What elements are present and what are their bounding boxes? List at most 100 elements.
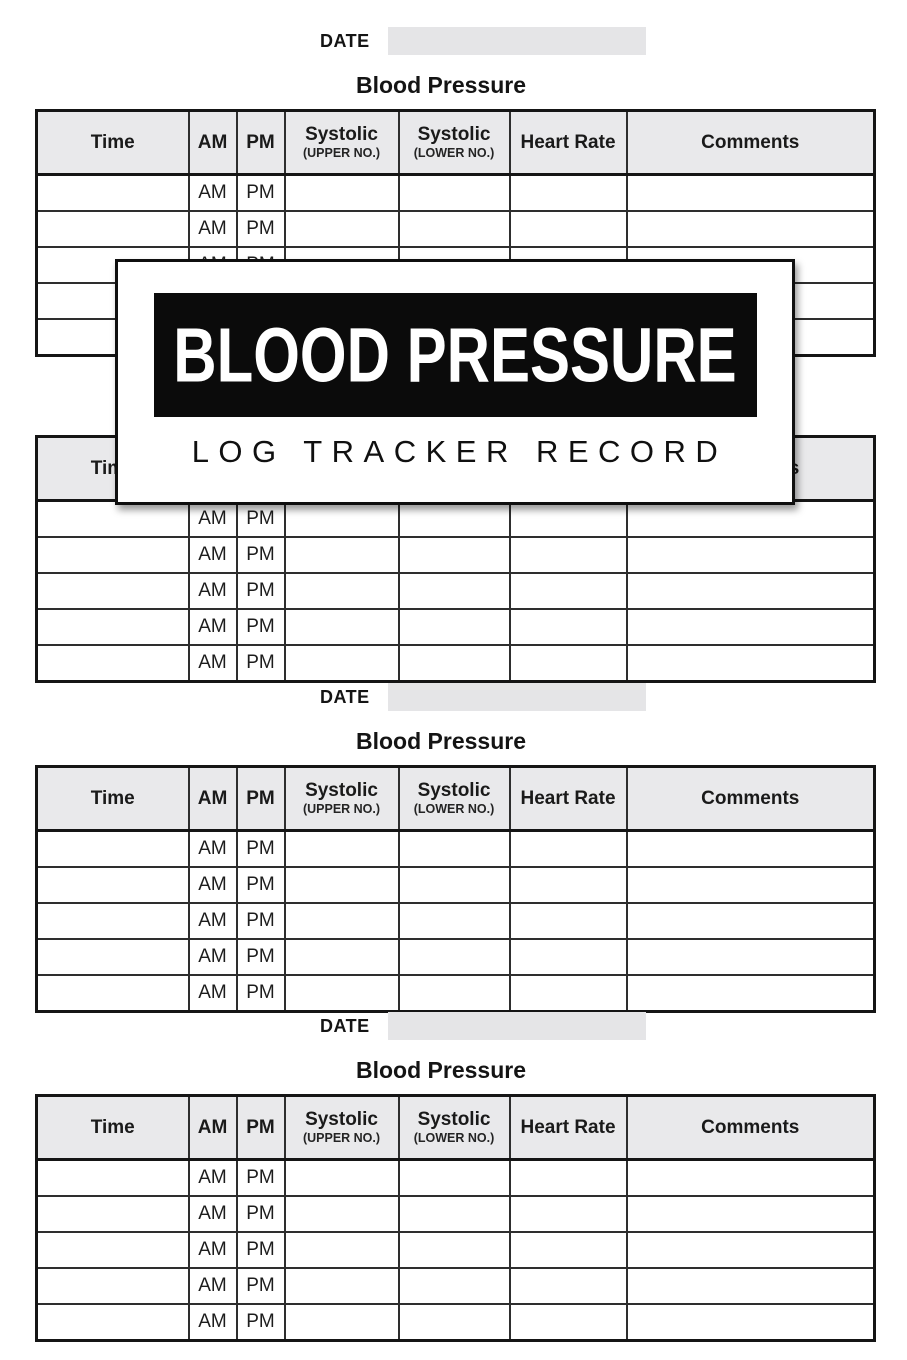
comments-cell (625, 572, 876, 610)
systolic-upper-cell (283, 974, 400, 1013)
comments-cell (625, 829, 876, 868)
table-row: AM PM (35, 866, 876, 904)
heart-rate-cell (508, 866, 628, 904)
date-fill-in-box (387, 683, 646, 711)
header-time: Time (35, 1094, 190, 1161)
heart-rate-cell (508, 829, 628, 868)
heart-rate-cell (508, 902, 628, 940)
table-row: AM PM (35, 210, 876, 248)
pm-cell: PM (235, 829, 286, 868)
time-cell (35, 866, 190, 904)
systolic-upper-cell (283, 536, 400, 574)
date-label: DATE (320, 686, 370, 707)
systolic-upper-cell (283, 173, 400, 212)
log-section-4: DATE Blood Pressure Time AM PM (0, 1012, 907, 1342)
am-cell: AM (187, 499, 238, 538)
comments-cell (625, 902, 876, 940)
comments-cell (625, 644, 876, 683)
heart-rate-cell (508, 1267, 628, 1305)
header-comments: Comments (625, 765, 876, 832)
pm-cell: PM (235, 1195, 286, 1233)
time-cell (35, 173, 190, 212)
time-cell (35, 938, 190, 976)
am-cell: AM (187, 210, 238, 248)
time-cell (35, 210, 190, 248)
date-label: DATE (320, 1015, 370, 1036)
pm-cell: PM (235, 572, 286, 610)
header-pm: PM (235, 1094, 286, 1161)
time-cell (35, 499, 190, 538)
am-cell: AM (187, 536, 238, 574)
pm-cell: PM (235, 210, 286, 248)
comments-cell (625, 1158, 876, 1197)
blood-pressure-table: Time AM PM Systolic (UPPER NO.) Systolic (35, 1094, 876, 1342)
table-slot-3: Time AM PM Systolic (UPPER NO.) Systolic (35, 765, 907, 1013)
am-cell: AM (187, 1303, 238, 1342)
time-cell (35, 608, 190, 646)
pm-cell: PM (235, 1267, 286, 1305)
systolic-upper-cell (283, 902, 400, 940)
time-cell (35, 902, 190, 940)
systolic-lower-cell (397, 902, 511, 940)
header-systolic-upper: Systolic (UPPER NO.) (283, 765, 400, 832)
time-cell (35, 829, 190, 868)
heart-rate-cell (508, 173, 628, 212)
pm-cell: PM (235, 938, 286, 976)
systolic-upper-cell (283, 829, 400, 868)
table-row: AM PM (35, 1195, 876, 1233)
comments-cell (625, 1267, 876, 1305)
pm-cell: PM (235, 1303, 286, 1342)
table-row: AM PM (35, 974, 876, 1013)
pm-cell: PM (235, 902, 286, 940)
time-cell (35, 1231, 190, 1269)
header-am: AM (187, 109, 238, 176)
am-cell: AM (187, 1195, 238, 1233)
systolic-lower-cell (397, 608, 511, 646)
header-comments: Comments (625, 1094, 876, 1161)
time-cell (35, 536, 190, 574)
systolic-lower-cell (397, 1303, 511, 1342)
time-cell (35, 1195, 190, 1233)
time-cell (35, 974, 190, 1013)
systolic-upper-cell (283, 644, 400, 683)
systolic-lower-cell (397, 974, 511, 1013)
systolic-upper-cell (283, 499, 400, 538)
header-systolic-lower: Systolic (LOWER NO.) (397, 109, 511, 176)
time-cell (35, 1303, 190, 1342)
table-row: AM PM (35, 572, 876, 610)
table-row: AM PM (35, 902, 876, 940)
am-cell: AM (187, 829, 238, 868)
header-heart-rate: Heart Rate (508, 109, 628, 176)
pm-cell: PM (235, 499, 286, 538)
header-am: AM (187, 1094, 238, 1161)
am-cell: AM (187, 608, 238, 646)
blood-pressure-table: Time AM PM Systolic (UPPER NO.) Systolic (35, 765, 876, 1013)
comments-cell (625, 938, 876, 976)
comments-cell (625, 866, 876, 904)
am-cell: AM (187, 938, 238, 976)
pm-cell: PM (235, 866, 286, 904)
comments-cell (625, 1303, 876, 1342)
table-row: AM PM (35, 938, 876, 976)
comments-cell (625, 173, 876, 212)
book-title: BLOOD PRESSURE (173, 312, 737, 398)
systolic-lower-cell (397, 499, 511, 538)
table-slot-4: Time AM PM Systolic (UPPER NO.) Systolic (35, 1094, 907, 1342)
table-row: AM PM (35, 608, 876, 646)
header-time: Time (35, 109, 190, 176)
heart-rate-cell (508, 536, 628, 574)
time-cell (35, 1267, 190, 1305)
pm-cell: PM (235, 1231, 286, 1269)
systolic-lower-cell (397, 572, 511, 610)
heart-rate-cell (508, 1195, 628, 1233)
systolic-lower-cell (397, 1195, 511, 1233)
table-header-row: Time AM PM Systolic (UPPER NO.) Systolic (35, 1094, 876, 1161)
heart-rate-cell (508, 1158, 628, 1197)
systolic-upper-cell (283, 1267, 400, 1305)
table-header-row: Time AM PM Systolic (UPPER NO.) Systolic (35, 109, 876, 176)
heart-rate-cell (508, 572, 628, 610)
systolic-lower-cell (397, 210, 511, 248)
systolic-lower-cell (397, 866, 511, 904)
comments-cell (625, 499, 876, 538)
section-heading: Blood Pressure (356, 1057, 526, 1083)
